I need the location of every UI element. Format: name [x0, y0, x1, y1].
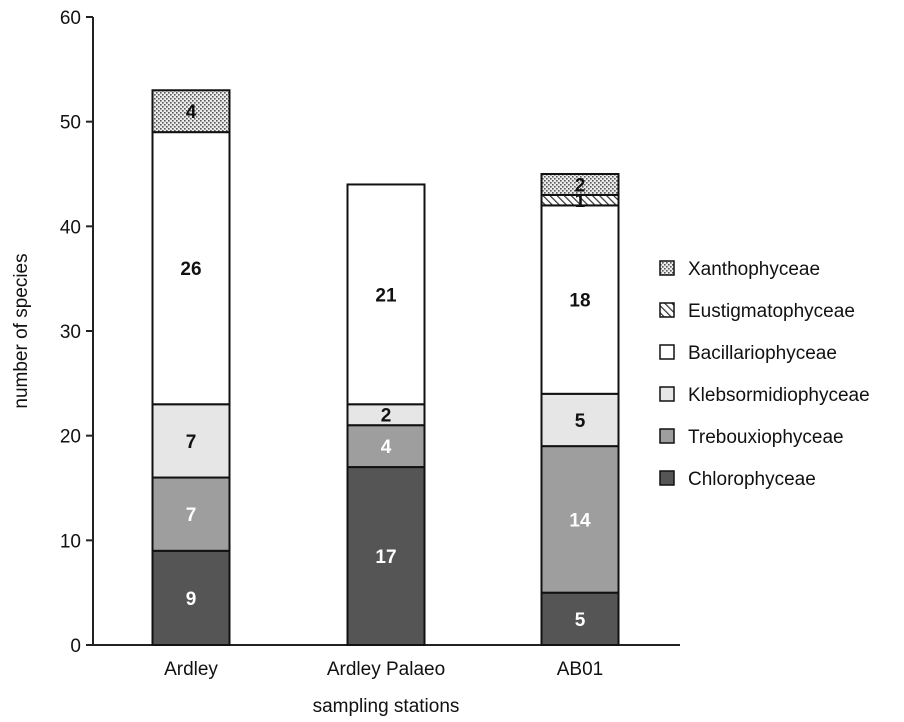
bar-segment [540, 445, 620, 594]
legend-label: Trebouxiophyceae [688, 427, 844, 448]
x-axis: Ardley Ardley Palaeo AB01 [93, 644, 680, 680]
data-label: 9 [186, 589, 197, 610]
data-label: 7 [186, 505, 197, 526]
x-tick-label: Ardley [164, 659, 218, 680]
x-tick-label: Ardley Palaeo [327, 659, 445, 680]
legend-swatch [659, 470, 675, 486]
bar-segment [540, 173, 620, 196]
legend-label: Klebsormidiophyceae [688, 385, 870, 406]
legend-swatch [659, 344, 675, 360]
legend-label: Xanthophyceae [688, 259, 820, 280]
y-axis-title: number of species [11, 253, 32, 408]
bar-segment [151, 476, 231, 552]
legend-swatch [659, 260, 675, 276]
data-label: 4 [381, 437, 392, 458]
legend-swatch [659, 302, 675, 318]
data-label: 5 [575, 411, 586, 432]
bar-stack: 5 14 5 18 12 [540, 173, 620, 647]
data-label: 5 [575, 610, 586, 631]
bar-segment [346, 466, 426, 647]
data-label: 21 [375, 285, 397, 306]
data-label: 2 [575, 175, 586, 196]
data-label: 2 [381, 406, 392, 427]
data-label: 4 [186, 102, 197, 123]
legend-swatch [659, 386, 675, 402]
bar-stack: 9 7 7 26 4 [151, 89, 231, 646]
data-label: 7 [186, 432, 197, 453]
y-tick-label: 0 [70, 636, 81, 657]
y-tick-label: 40 [60, 217, 81, 238]
legend-label: Eustigmatophyceae [688, 301, 855, 322]
data-label: 1 [575, 191, 586, 212]
x-axis-title: sampling stations [313, 696, 460, 717]
data-label: 17 [375, 547, 396, 568]
y-tick-label: 30 [60, 322, 81, 343]
legend-label: Bacillariophyceae [688, 343, 837, 364]
legend: Xanthophyceae Eustigmatophyceae Bacillario… [659, 259, 870, 490]
y-axis-ticks: 0 10 20 30 40 50 60 [60, 8, 93, 657]
bar-segment [540, 204, 620, 395]
bar-segment [346, 183, 426, 406]
x-tick-label: AB01 [557, 659, 603, 680]
bar-segment [540, 392, 620, 448]
legend-swatch [659, 428, 675, 444]
data-label: 26 [180, 259, 201, 280]
y-tick-label: 10 [60, 531, 81, 552]
y-axis: 0 10 20 30 40 50 60 [60, 8, 94, 657]
bar-segment [151, 131, 231, 406]
x-axis-ticks: Ardley Ardley Palaeo AB01 [164, 659, 603, 680]
data-label: 18 [569, 291, 590, 312]
y-tick-label: 60 [60, 8, 81, 29]
bar-segment [151, 89, 231, 134]
y-tick-label: 50 [60, 113, 81, 134]
y-tick-label: 20 [60, 427, 81, 448]
bar-stack: 17 4 2 21 [346, 183, 426, 647]
data-label: 14 [569, 510, 591, 531]
legend-label: Chlorophyceae [688, 469, 816, 490]
